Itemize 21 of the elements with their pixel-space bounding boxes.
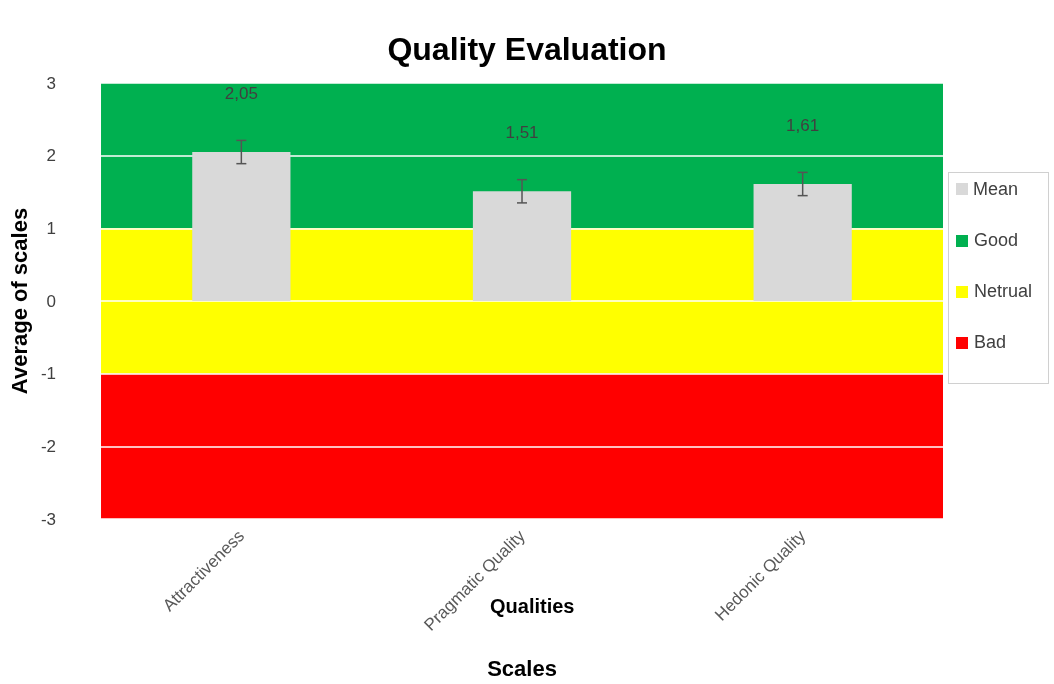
bar — [472, 191, 572, 301]
x-axis-title: Scales — [487, 655, 557, 681]
band-label: Netrual — [974, 281, 1033, 302]
bar — [753, 184, 852, 301]
data-label: 1,61 — [786, 116, 820, 136]
y-tick-label: 0 — [46, 291, 57, 311]
bar — [192, 152, 291, 301]
legend-label: Bad — [974, 332, 1007, 353]
data-label: 2,05 — [224, 84, 258, 104]
y-tick-label: -1 — [40, 364, 57, 384]
band-label: Good — [974, 230, 1019, 251]
legend-label: Mean — [973, 179, 1019, 199]
text: Qualities — [490, 595, 575, 617]
chart-title: Quality Evaluation — [387, 31, 667, 67]
y-tick-label: 3 — [46, 73, 57, 93]
y-axis-title: Average of scales — [6, 207, 32, 395]
y-tick-label: 1 — [46, 218, 57, 238]
y-tick-label: 2 — [46, 146, 57, 166]
y-tick-label: -2 — [40, 436, 57, 456]
data-label: 1,51 — [505, 123, 539, 143]
y-tick-label: -3 — [40, 509, 57, 529]
